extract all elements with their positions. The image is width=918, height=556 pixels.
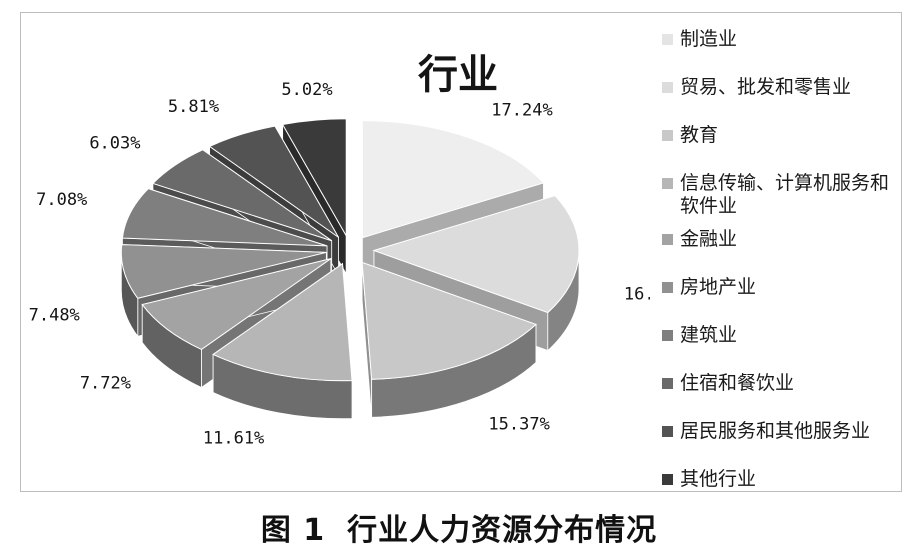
data-label-3: 15.37%	[488, 415, 549, 435]
legend-label: 教育	[680, 124, 719, 146]
legend-swatch	[662, 130, 673, 141]
pie-slice-3	[361, 261, 537, 418]
legend-label: 房地产业	[680, 276, 757, 298]
chart-title: 行业	[418, 52, 498, 98]
legend-swatch	[662, 426, 673, 437]
legend-label: 信息传输、计算机服务和软件业	[680, 172, 890, 217]
data-label-6: 7.48%	[29, 305, 80, 325]
figure-number: 图 1	[260, 513, 326, 548]
legend-swatch	[662, 282, 673, 293]
legend-item-1: 制造业	[662, 28, 895, 51]
legend-item-5: 金融业	[662, 228, 895, 251]
legend-swatch	[662, 82, 673, 93]
legend-swatch	[662, 178, 673, 189]
data-label-8: 6.03%	[89, 134, 140, 154]
legend-label: 居民服务和其他服务业	[680, 420, 871, 442]
figure-caption: 图 1 行业人力资源分布情况	[0, 505, 918, 549]
legend-label: 建筑业	[680, 324, 738, 346]
legend-item-2: 贸易、批发和零售业	[662, 76, 895, 99]
pie-slice-4	[212, 262, 353, 420]
data-label-9: 5.81%	[168, 97, 219, 117]
legend-item-8: 住宿和餐饮业	[662, 372, 895, 395]
legend-item-4: 信息传输、计算机服务和软件业	[662, 172, 895, 218]
legend-item-10: 其他行业	[662, 468, 895, 491]
legend-swatch	[662, 474, 673, 485]
data-label-4: 11.61%	[203, 428, 264, 448]
data-label-10: 5.02%	[281, 80, 332, 100]
legend-item-9: 居民服务和其他服务业	[662, 420, 895, 443]
pie-chart: 17.24% 16.66% 15.37% 11.61% 7.72% 7.48% 7.08% 6…	[29, 80, 650, 448]
data-label-5: 7.72%	[80, 374, 131, 394]
legend-item-7: 建筑业	[662, 324, 895, 347]
data-label-7: 7.08%	[36, 190, 87, 210]
legend-label: 住宿和餐饮业	[680, 372, 795, 394]
data-label-2: 16.66%	[624, 285, 650, 305]
legend-label: 制造业	[680, 28, 738, 50]
legend-item-3: 教育	[662, 124, 895, 147]
legend-item-6: 房地产业	[662, 276, 895, 299]
figure-caption-text: 行业人力资源分布情况	[347, 513, 658, 548]
legend-swatch	[662, 378, 673, 389]
legend-swatch	[662, 34, 673, 45]
legend-swatch	[662, 234, 673, 245]
legend-swatch	[662, 330, 673, 341]
legend-label: 贸易、批发和零售业	[680, 76, 852, 98]
legend-label: 金融业	[680, 228, 738, 250]
data-label-1: 17.24%	[491, 100, 552, 120]
legend-label: 其他行业	[680, 468, 757, 490]
